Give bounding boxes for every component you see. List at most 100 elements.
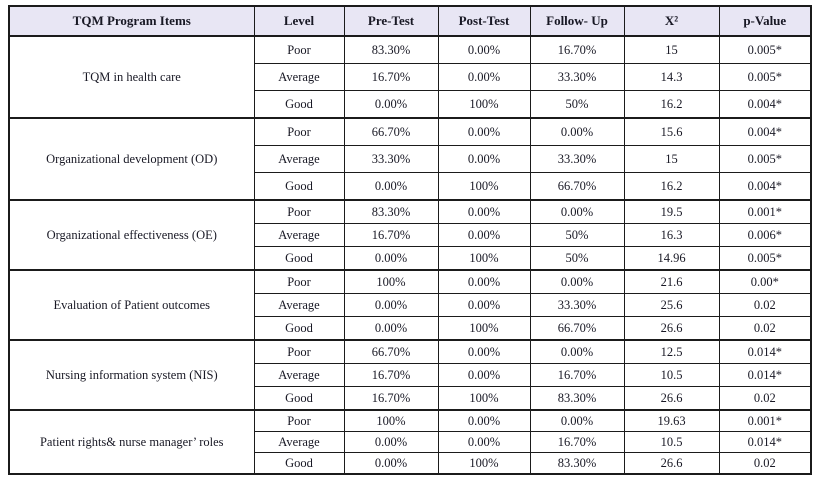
chi-square-cell: 14.3 (623, 63, 720, 91)
p-value-cell: 0.001* (718, 199, 812, 224)
table-row: Organizational development (OD) Poor 66.70… (8, 117, 812, 201)
pre-test-cell: 16.70% (343, 386, 439, 411)
pre-test-cell: 0.00% (343, 452, 439, 475)
post-test-cell: 100% (437, 172, 531, 201)
table-row: Average 0.00% 0.00% 33.30% 25.6 0.02 (9, 293, 812, 317)
header-cell-post-test: Post-Test (437, 5, 531, 37)
post-test-cell: 0.00% (437, 269, 531, 294)
follow-up-cell: 0.00% (529, 409, 625, 432)
post-test-cell: 100% (437, 452, 531, 475)
pre-test-cell: 83.30% (343, 35, 439, 64)
table-row: Good 0.00% 100% 83.30% 26.6 0.02 (9, 452, 812, 475)
p-value-cell: 0.005* (718, 63, 812, 91)
post-test-cell: 0.00% (437, 145, 531, 173)
post-test-cell: 100% (437, 246, 531, 271)
level-cell: Average (253, 145, 345, 173)
table-row: Patient rights& nurse manager’ roles Poor… (8, 409, 812, 475)
post-test-cell: 0.00% (437, 409, 531, 432)
follow-up-cell: 33.30% (529, 293, 625, 317)
p-value-cell: 0.001* (718, 409, 812, 432)
follow-up-cell: 16.70% (529, 35, 625, 64)
chi-square-cell: 25.6 (623, 293, 720, 317)
table-row: Good 0.00% 100% 66.70% 26.6 0.02 (9, 316, 812, 341)
chi-square-cell: 26.6 (623, 452, 720, 475)
follow-up-cell: 50% (529, 246, 625, 271)
table-row: Average 33.30% 0.00% 33.30% 15 0.005* (9, 145, 812, 173)
follow-up-cell: 16.70% (529, 431, 625, 453)
level-cell: Average (253, 223, 345, 247)
tqm-results-table: TQM Program Items Level Pre-Test Post-Te… (8, 5, 812, 475)
level-cell: Good (253, 90, 345, 119)
table-body: TQM in health care Poor 83.30% 0.00% 16.70% 1… (8, 35, 812, 475)
follow-up-cell: 16.70% (529, 363, 625, 387)
chi-square-cell: 19.63 (623, 409, 720, 432)
table-row: Good 16.70% 100% 83.30% 26.6 0.02 (9, 386, 812, 411)
level-cell: Average (253, 293, 345, 317)
header-row: TQM Program Items Level Pre-Test Post-Te… (8, 5, 812, 37)
pre-test-cell: 100% (343, 269, 439, 294)
follow-up-cell: 66.70% (529, 172, 625, 201)
chi-square-cell: 10.5 (623, 431, 720, 453)
follow-up-cell: 66.70% (529, 316, 625, 341)
chi-square-cell: 15 (623, 35, 720, 64)
table-row: Evaluation of Patient outcomes Poor 100% 0.… (8, 269, 812, 341)
pre-test-cell: 16.70% (343, 63, 439, 91)
table-row: Good 0.00% 100% 50% 16.2 0.004* (9, 90, 812, 119)
program-item-cell: Evaluation of Patient outcomes (8, 269, 255, 341)
p-value-cell: 0.004* (718, 172, 812, 201)
header-cell-p-value: p-Value (718, 5, 812, 37)
follow-up-cell: 0.00% (529, 117, 625, 146)
post-test-cell: 0.00% (437, 199, 531, 224)
header-cell-follow-up: Follow- Up (529, 5, 625, 37)
p-value-cell: 0.02 (718, 293, 812, 317)
header-cell-program-items: TQM Program Items (8, 5, 255, 37)
post-test-cell: 100% (437, 386, 531, 411)
post-test-cell: 0.00% (437, 117, 531, 146)
table-row: Average 16.70% 0.00% 33.30% 14.3 0.005* (9, 63, 812, 91)
level-cell: Poor (253, 269, 345, 294)
follow-up-cell: 50% (529, 90, 625, 119)
post-test-cell: 0.00% (437, 363, 531, 387)
follow-up-cell: 83.30% (529, 386, 625, 411)
header-cell-level: Level (253, 5, 345, 37)
table-header: TQM Program Items Level Pre-Test Post-Te… (8, 5, 812, 37)
follow-up-cell: 83.30% (529, 452, 625, 475)
pre-test-cell: 0.00% (343, 90, 439, 119)
follow-up-cell: 0.00% (529, 199, 625, 224)
p-value-cell: 0.02 (718, 386, 812, 411)
level-cell: Good (253, 172, 345, 201)
table-row: Average 16.70% 0.00% 16.70% 10.5 0.014* (9, 363, 812, 387)
program-item-cell: Organizational development (OD) (8, 117, 255, 201)
follow-up-cell: 33.30% (529, 63, 625, 91)
table-row: TQM in health care Poor 83.30% 0.00% 16.70% 1… (8, 35, 812, 119)
chi-square-cell: 16.3 (623, 223, 720, 247)
level-cell: Average (253, 363, 345, 387)
level-cell: Good (253, 246, 345, 271)
table-row: Nursing information system (NIS) Poor 66.7… (8, 339, 812, 411)
chi-square-cell: 19.5 (623, 199, 720, 224)
program-item-cell: TQM in health care (8, 35, 255, 119)
level-cell: Poor (253, 35, 345, 64)
pre-test-cell: 0.00% (343, 293, 439, 317)
pre-test-cell: 100% (343, 409, 439, 432)
program-item-cell: Patient rights& nurse manager’ roles (8, 409, 255, 475)
post-test-cell: 0.00% (437, 339, 531, 364)
level-cell: Poor (253, 339, 345, 364)
follow-up-cell: 0.00% (529, 269, 625, 294)
header-cell-chi-square: X² (623, 5, 720, 37)
pre-test-cell: 33.30% (343, 145, 439, 173)
chi-square-cell: 16.2 (623, 90, 720, 119)
table-row: Organizational effectiveness (OE) Poor 83.… (8, 199, 812, 271)
p-value-cell: 0.006* (718, 223, 812, 247)
pre-test-cell: 83.30% (343, 199, 439, 224)
level-cell: Average (253, 63, 345, 91)
p-value-cell: 0.014* (718, 431, 812, 453)
post-test-cell: 0.00% (437, 431, 531, 453)
chi-square-cell: 15 (623, 145, 720, 173)
pre-test-cell: 16.70% (343, 363, 439, 387)
p-value-cell: 0.014* (718, 363, 812, 387)
p-value-cell: 0.004* (718, 90, 812, 119)
chi-square-cell: 26.6 (623, 316, 720, 341)
post-test-cell: 100% (437, 90, 531, 119)
